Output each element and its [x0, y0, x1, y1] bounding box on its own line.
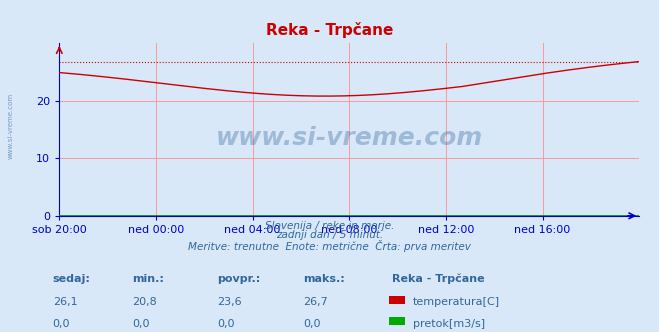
Text: min.:: min.:: [132, 274, 163, 284]
Text: zadnji dan / 5 minut.: zadnji dan / 5 minut.: [276, 230, 383, 240]
Text: Reka - Trpčane: Reka - Trpčane: [266, 22, 393, 38]
Text: 23,6: 23,6: [217, 297, 242, 307]
Text: 20,8: 20,8: [132, 297, 157, 307]
Text: 0,0: 0,0: [53, 319, 71, 329]
Text: 26,7: 26,7: [303, 297, 328, 307]
Text: 0,0: 0,0: [132, 319, 150, 329]
Text: Reka - Trpčane: Reka - Trpčane: [392, 274, 485, 285]
Text: maks.:: maks.:: [303, 274, 345, 284]
Text: 0,0: 0,0: [303, 319, 321, 329]
Text: 0,0: 0,0: [217, 319, 235, 329]
Text: Meritve: trenutne  Enote: metrične  Črta: prva meritev: Meritve: trenutne Enote: metrične Črta: …: [188, 240, 471, 252]
Text: pretok[m3/s]: pretok[m3/s]: [413, 319, 485, 329]
Text: povpr.:: povpr.:: [217, 274, 261, 284]
Text: www.si-vreme.com: www.si-vreme.com: [8, 93, 14, 159]
Text: temperatura[C]: temperatura[C]: [413, 297, 500, 307]
Text: 26,1: 26,1: [53, 297, 77, 307]
Text: Slovenija / reke in morje.: Slovenija / reke in morje.: [265, 221, 394, 231]
Text: sedaj:: sedaj:: [53, 274, 90, 284]
Text: www.si-vreme.com: www.si-vreme.com: [215, 126, 483, 150]
